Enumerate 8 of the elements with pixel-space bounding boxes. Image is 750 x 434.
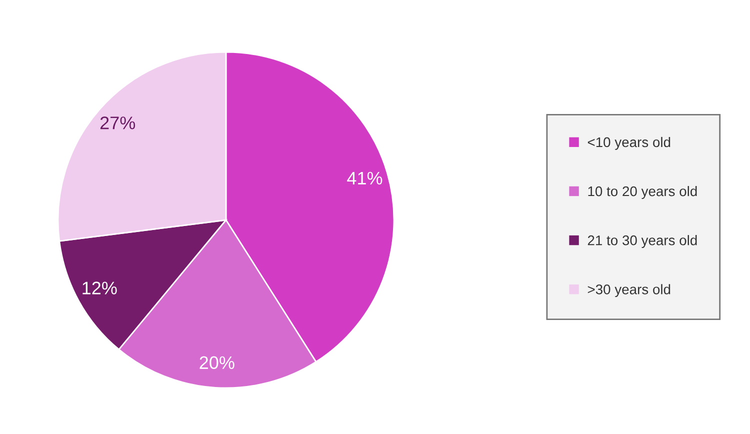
data-label: 27% <box>100 116 136 130</box>
data-label: 41% <box>347 172 382 184</box>
legend-label: 10 to 20 years old <box>588 186 697 199</box>
legend-label: 21 to 30 years old <box>588 235 697 248</box>
legend-label: >30 years old <box>588 284 670 298</box>
data-label: 20% <box>200 356 234 370</box>
data-label: 12% <box>82 282 117 294</box>
legend-label: <10 years old <box>588 136 670 150</box>
